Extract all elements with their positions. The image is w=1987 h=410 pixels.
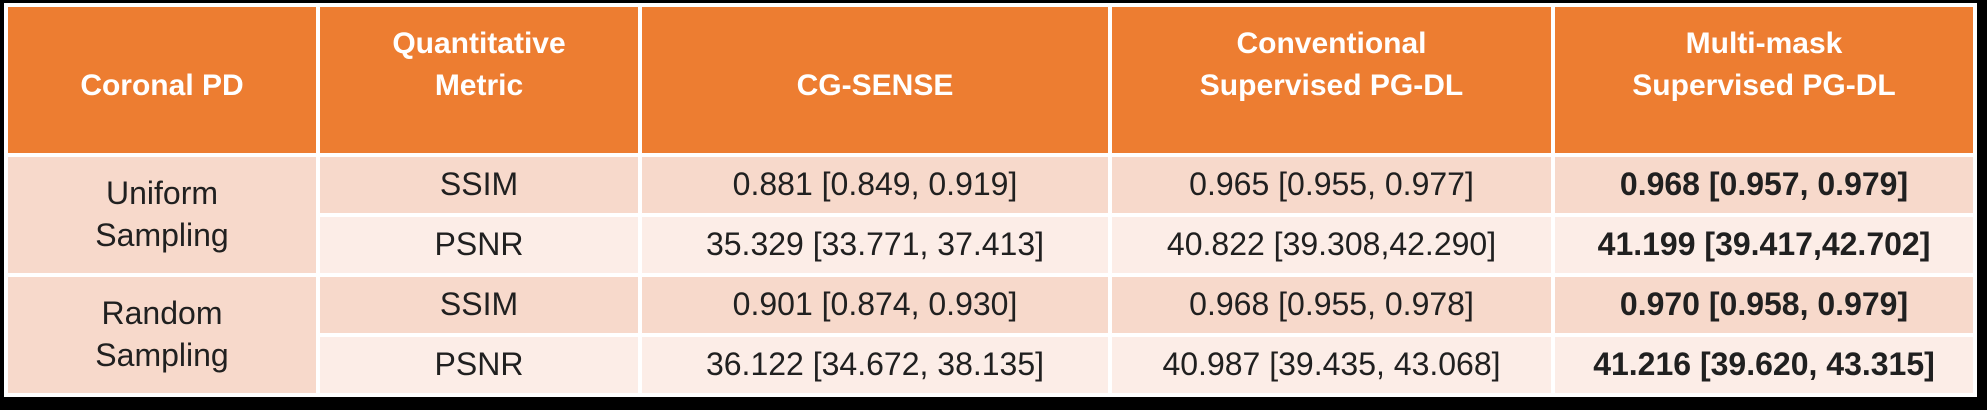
table-row-uniform-psnr: PSNR 35.329 [33.771, 37.413] 40.822 [39.… xyxy=(8,217,1973,273)
quantitative-metrics-table: Coronal PD Quantitative Metric CG-SENSE … xyxy=(4,3,1977,397)
value-cell-cg-sense: 0.901 [0.874, 0.930] xyxy=(642,277,1108,333)
value-cell-multi-mask: 41.199 [39.417,42.702] xyxy=(1555,217,1973,273)
table-row-uniform-ssim: Uniform Sampling SSIM 0.881 [0.849, 0.91… xyxy=(8,157,1973,273)
value-cell-multi-mask: 0.968 [0.957, 0.979] xyxy=(1555,157,1973,213)
row-group-uniform-sampling: Uniform Sampling xyxy=(8,157,316,273)
table-row-random-psnr: PSNR 36.122 [34.672, 38.135] 40.987 [39.… xyxy=(8,337,1973,393)
header-cell-conventional-supervised-pg-dl: Conventional Supervised PG-DL xyxy=(1112,7,1551,153)
header-cell-multi-mask-supervised-pg-dl: Multi-mask Supervised PG-DL xyxy=(1555,7,1973,153)
metric-cell: SSIM xyxy=(320,277,638,333)
value-cell-conventional: 40.822 [39.308,42.290] xyxy=(1112,217,1551,273)
row-group-random-sampling: Random Sampling xyxy=(8,277,316,393)
value-cell-conventional: 0.965 [0.955, 0.977] xyxy=(1112,157,1551,213)
header-row: Coronal PD Quantitative Metric CG-SENSE … xyxy=(8,7,1973,153)
value-cell-multi-mask: 41.216 [39.620, 43.315] xyxy=(1555,337,1973,393)
value-cell-cg-sense: 36.122 [34.672, 38.135] xyxy=(642,337,1108,393)
value-cell-cg-sense: 0.881 [0.849, 0.919] xyxy=(642,157,1108,213)
value-cell-conventional: 40.987 [39.435, 43.068] xyxy=(1112,337,1551,393)
value-cell-cg-sense: 35.329 [33.771, 37.413] xyxy=(642,217,1108,273)
metric-cell: PSNR xyxy=(320,337,638,393)
table-row-random-ssim: Random Sampling SSIM 0.901 [0.874, 0.930… xyxy=(8,277,1973,393)
value-cell-conventional: 0.968 [0.955, 0.978] xyxy=(1112,277,1551,333)
metric-cell: PSNR xyxy=(320,217,638,273)
header-cell-coronal-pd: Coronal PD xyxy=(8,7,316,153)
metric-cell: SSIM xyxy=(320,157,638,213)
header-cell-quantitative-metric: Quantitative Metric xyxy=(320,7,638,153)
header-cell-cg-sense: CG-SENSE xyxy=(642,7,1108,153)
value-cell-multi-mask: 0.970 [0.958, 0.979] xyxy=(1555,277,1973,333)
